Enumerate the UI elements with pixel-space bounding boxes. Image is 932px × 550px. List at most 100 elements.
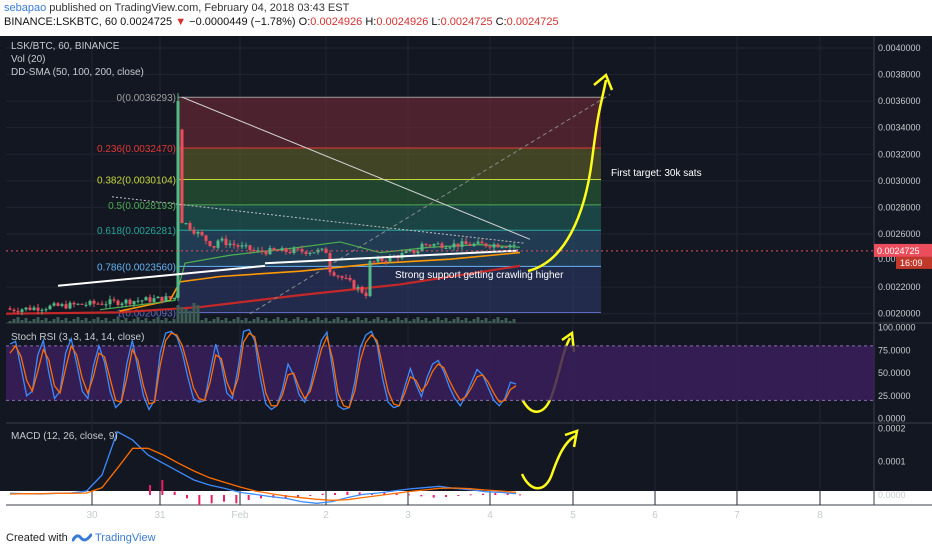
- volume-bar: [336, 317, 340, 323]
- volume-bar: [472, 319, 476, 323]
- y-tick-label: 0.0028000: [878, 202, 921, 212]
- candle-body: [284, 248, 288, 252]
- volume-bar: [220, 320, 224, 323]
- candle-body: [128, 299, 132, 305]
- y-tick-label: 0.0032000: [878, 149, 921, 159]
- candle-body: [32, 307, 36, 311]
- volume-bar: [232, 319, 236, 323]
- volume-bar: [284, 318, 288, 323]
- stoch-k-line: [9, 328, 517, 411]
- macd-histogram-bar: [149, 485, 151, 495]
- high-label: H:: [365, 16, 377, 28]
- candle-body: [160, 296, 164, 302]
- candle-body: [116, 300, 120, 306]
- volume-bar: [380, 320, 384, 323]
- volume-bar: [136, 317, 140, 323]
- x-tick-label: 5: [570, 510, 576, 521]
- volume-bar: [128, 321, 132, 323]
- volume-bar: [52, 319, 56, 323]
- candle-body: [200, 231, 204, 236]
- volume-bar: [44, 318, 48, 323]
- volume-bar: [276, 317, 280, 323]
- candle-body: [436, 243, 440, 245]
- volume-bar: [292, 319, 296, 323]
- candle-body: [156, 296, 160, 299]
- y-tick-label: 0.0030000: [878, 176, 921, 186]
- volume-bar: [444, 318, 448, 323]
- candle-body: [184, 223, 188, 225]
- volume-bar: [76, 317, 80, 323]
- candle-body: [500, 246, 504, 248]
- candle-body: [180, 129, 184, 224]
- volume-bar: [376, 317, 380, 323]
- footer: Created with TradingView: [0, 527, 932, 550]
- volume-bar: [332, 319, 336, 323]
- candle-body: [56, 303, 60, 306]
- candle-body: [416, 251, 420, 254]
- symbol-label: BINANCE:LSKBTC, 60: [4, 16, 118, 28]
- candle-body: [440, 243, 444, 248]
- candle-body: [348, 277, 352, 281]
- x-tick-label: 30: [86, 510, 98, 521]
- candle-body: [208, 240, 212, 247]
- macd-histogram-bar: [395, 493, 398, 495]
- close-value: 0.0024725: [506, 16, 559, 28]
- candle-body: [268, 247, 272, 255]
- x-tick-label: 4: [487, 510, 493, 521]
- publish-info: published on TradingView.com, February 0…: [46, 2, 350, 14]
- candle-body: [84, 304, 88, 306]
- tradingview-brand-link[interactable]: TradingView: [95, 532, 156, 544]
- volume-bar: [428, 321, 432, 323]
- candle-body: [44, 309, 48, 311]
- candle-body: [408, 249, 412, 252]
- stoch-y-tick: 75.0000: [878, 345, 911, 355]
- candle-body: [336, 275, 340, 277]
- macd-legend: MACD (12, 26, close, 9): [11, 431, 118, 442]
- candle-body: [228, 243, 232, 246]
- candle-body: [496, 244, 500, 248]
- volume-bar: [204, 318, 208, 323]
- macd-histogram-bar: [284, 495, 287, 499]
- candle-body: [224, 238, 228, 246]
- candle-body: [312, 252, 316, 254]
- trading-chart[interactable]: 30 31 Feb 2 3 4 5 6 7 8 0.0040000 0.0038000 0.003600…: [0, 32, 932, 527]
- volume-bar: [120, 320, 124, 323]
- volume-bar: [296, 317, 300, 323]
- fib-zone: [178, 148, 601, 180]
- volume-bar: [424, 318, 428, 323]
- x-tick-label: 2: [323, 510, 329, 521]
- author-link[interactable]: sebapao: [4, 2, 47, 14]
- countdown-box: [896, 256, 932, 269]
- volume-bar: [216, 317, 220, 323]
- candle-body: [252, 250, 256, 252]
- macd-line: [9, 430, 517, 504]
- top-margin: [0, 32, 932, 36]
- candle-body: [152, 298, 156, 302]
- candle-body: [88, 300, 92, 305]
- volume-bar: [440, 320, 444, 323]
- volume-bar: [40, 320, 44, 323]
- candle-body: [168, 296, 172, 299]
- candle-body: [376, 258, 380, 262]
- candle-body: [140, 300, 144, 302]
- price-pane-legend: LSK/BTC, 60, BINANCE: [11, 41, 120, 52]
- volume-bar: [328, 321, 332, 323]
- candle-body: [40, 309, 44, 311]
- x-tick-label: 8: [817, 510, 823, 521]
- volume-bar: [312, 319, 316, 323]
- volume-bar: [360, 320, 364, 323]
- volume-bar: [260, 320, 264, 323]
- volume-bar: [180, 307, 184, 323]
- volume-bar: [288, 321, 292, 323]
- macd-histogram-bar: [309, 495, 312, 496]
- open-label: O:: [298, 16, 311, 28]
- volume-bar: [272, 319, 276, 323]
- fib-level-label: 0.5(0.0028193): [108, 201, 176, 212]
- candle-body: [412, 249, 416, 254]
- support-line-left: [57, 264, 266, 287]
- candle-body: [64, 304, 68, 309]
- candle-body: [240, 245, 244, 247]
- candle-body: [452, 243, 456, 248]
- created-with-label: Created with: [6, 532, 68, 544]
- stoch-y-tick: 25.0000: [878, 391, 911, 401]
